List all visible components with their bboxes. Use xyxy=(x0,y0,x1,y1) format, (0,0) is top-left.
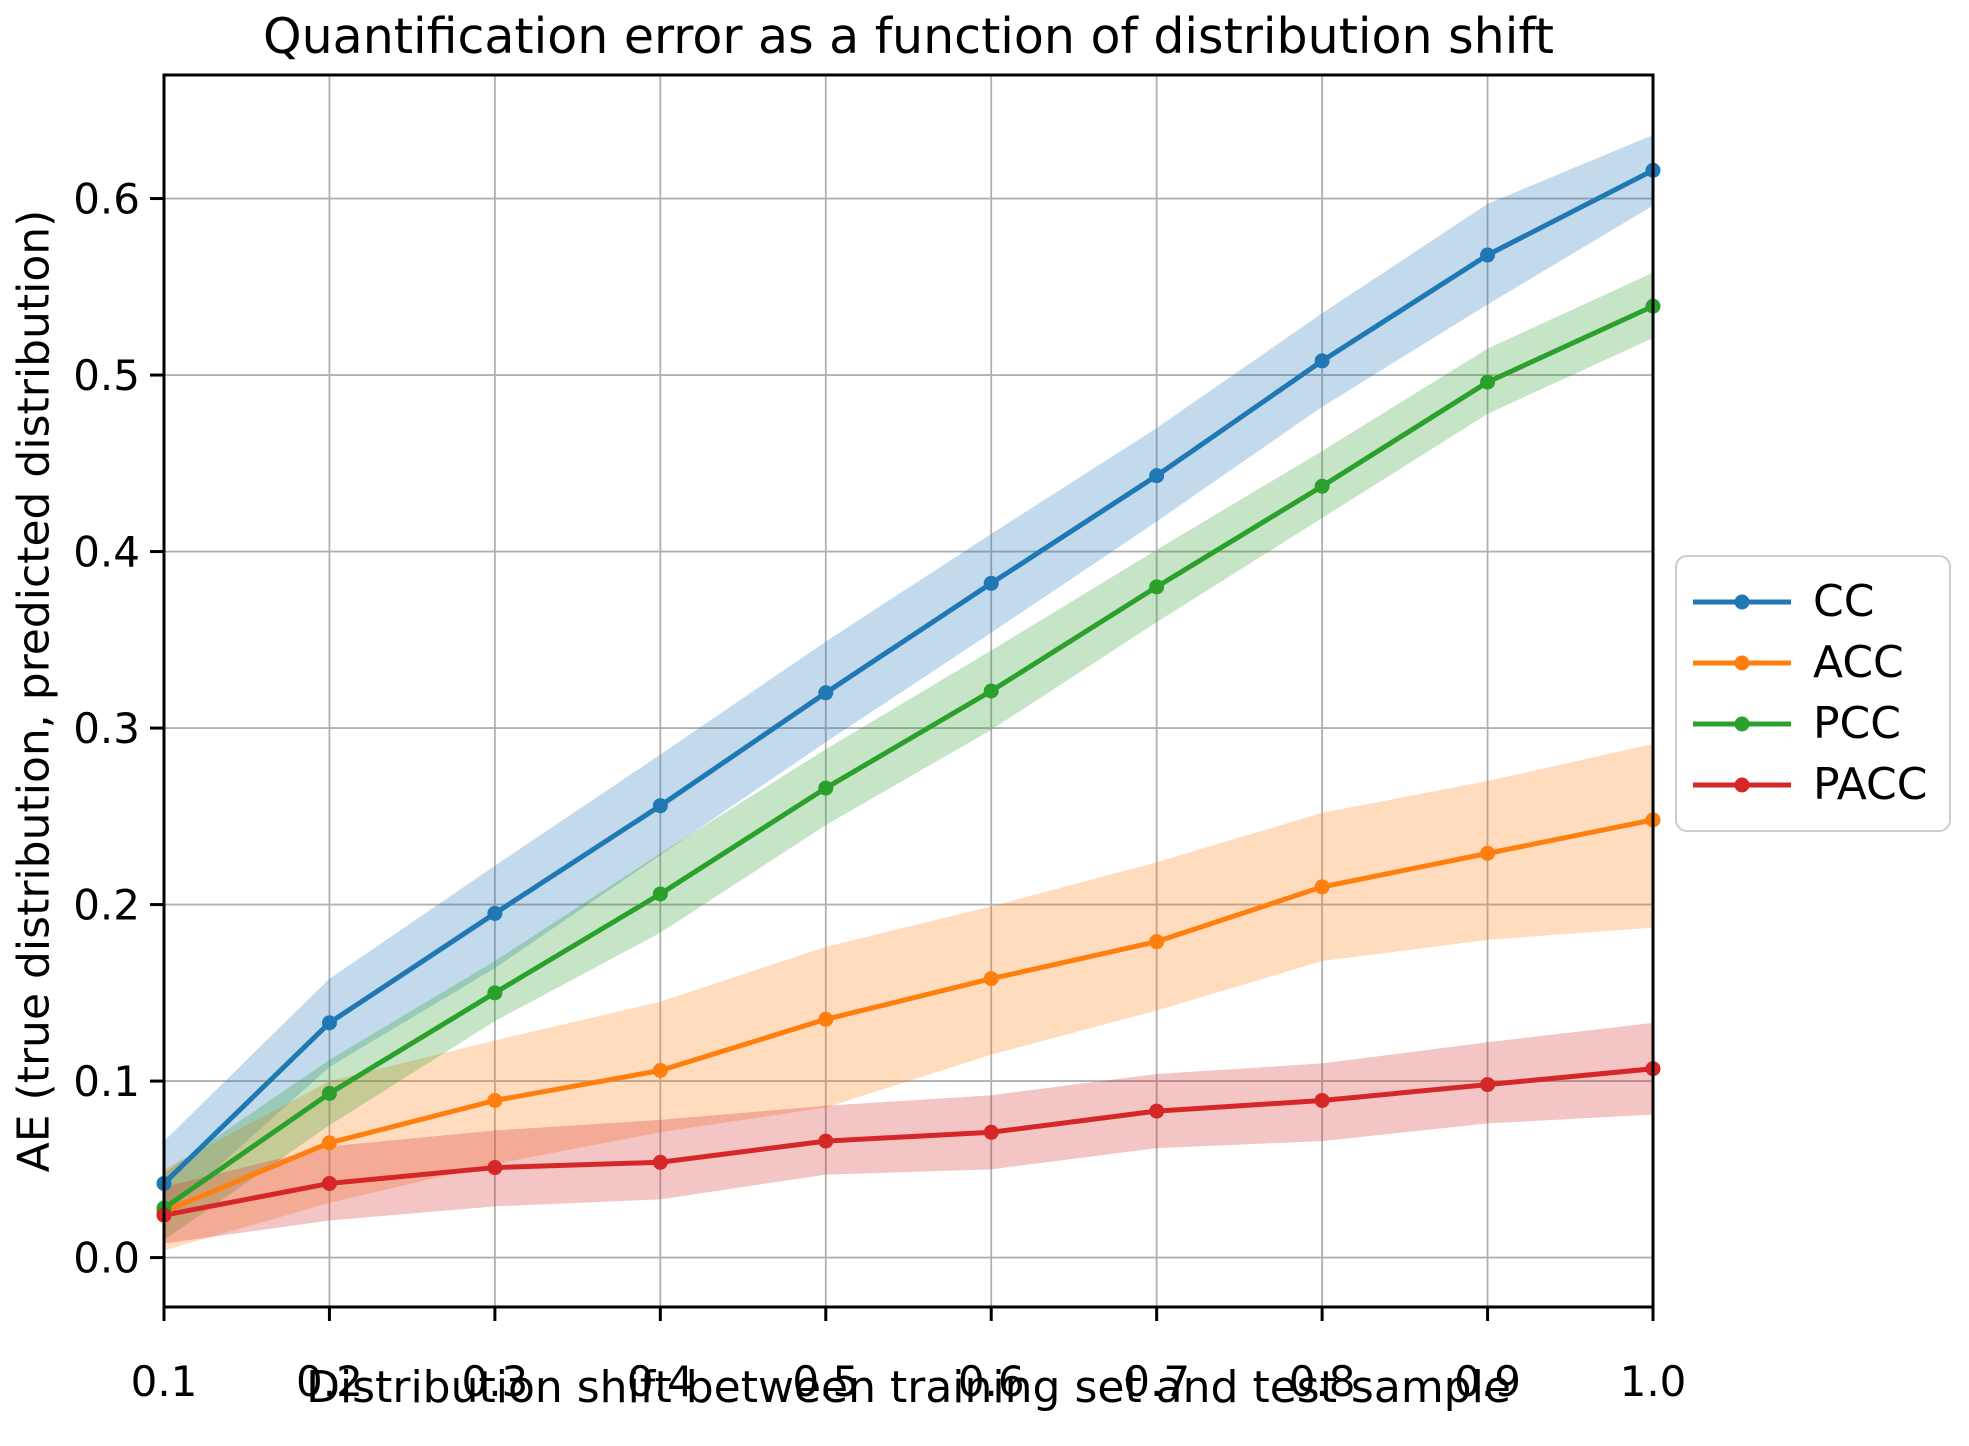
y-axis-label: AE (true distribution, predicted distrib… xyxy=(8,209,60,1173)
data-point-PCC xyxy=(1314,478,1330,494)
y-tick-label: 0.3 xyxy=(73,704,140,753)
confidence-band-CC xyxy=(164,135,1653,1216)
data-point-PACC xyxy=(321,1175,337,1191)
band-layer xyxy=(164,135,1653,1251)
x-tick-label: 0.8 xyxy=(1289,1357,1356,1406)
data-point-PCC xyxy=(321,1085,337,1101)
legend-line-sample-PCC xyxy=(1693,716,1791,732)
data-point-ACC xyxy=(1314,879,1330,895)
x-tick-label: 0.9 xyxy=(1454,1357,1521,1406)
y-tick-label: 0.0 xyxy=(73,1234,140,1283)
legend-line-sample-CC xyxy=(1693,594,1791,610)
x-tick-label: 0.6 xyxy=(958,1357,1025,1406)
x-tick-label: 0.2 xyxy=(296,1357,363,1406)
legend-item-PACC: PACC xyxy=(1691,763,1939,807)
line-PCC xyxy=(161,303,1656,1211)
data-point-ACC xyxy=(1480,845,1496,861)
legend-item-PCC: PCC xyxy=(1691,702,1939,746)
legend-marker xyxy=(1734,716,1750,732)
tick-label-layer: 0.1 0.2 0.3 0.4 0.5 0.6 0.7 0.8 0.9 1.0 0.0 0.1 0.2 0… xyxy=(73,175,1686,1407)
chart-title: Quantification error as a function of di… xyxy=(263,8,1554,65)
x-tick-label: 0.1 xyxy=(131,1357,198,1406)
y-tick-label: 0.6 xyxy=(73,175,140,224)
data-point-CC xyxy=(1480,247,1496,263)
data-point-PCC xyxy=(487,985,503,1001)
x-tick-label: 1.0 xyxy=(1620,1357,1687,1406)
data-point-ACC xyxy=(1149,934,1165,950)
confidence-band-PCC xyxy=(164,272,1653,1240)
legend-item-label: CC xyxy=(1813,575,1875,627)
data-point-PACC xyxy=(1149,1103,1165,1119)
line-PACC xyxy=(161,1066,1656,1218)
data-point-PACC xyxy=(1480,1077,1496,1093)
x-axis-label: Distribution shift between training set … xyxy=(306,1362,1511,1413)
legend-item-label: PCC xyxy=(1813,698,1901,750)
data-point-CC xyxy=(818,685,834,701)
data-point-PACC xyxy=(487,1160,503,1176)
marker-layer xyxy=(156,162,1661,1223)
data-point-PCC xyxy=(818,780,834,796)
data-point-PACC xyxy=(652,1154,668,1170)
legend-item-ACC: ACC xyxy=(1691,636,1939,688)
confidence-band-PACC xyxy=(164,1022,1653,1244)
data-point-CC xyxy=(321,1015,337,1031)
legend-marker xyxy=(1734,655,1750,671)
line-ACC xyxy=(161,817,1656,1215)
data-point-PACC xyxy=(818,1133,834,1149)
y-tick-label: 0.5 xyxy=(73,351,140,400)
y-tick-label: 0.4 xyxy=(73,528,140,577)
data-point-CC xyxy=(1314,353,1330,369)
legend-line-sample-ACC xyxy=(1693,655,1791,671)
legend-item-label: PACC xyxy=(1813,759,1928,811)
legend-line-sample-PACC xyxy=(1693,777,1791,793)
data-point-ACC xyxy=(818,1011,834,1027)
x-tick-label: 0.4 xyxy=(627,1357,694,1406)
legend-marker xyxy=(1734,594,1750,610)
y-tick-label: 0.1 xyxy=(73,1057,140,1106)
axes-layer xyxy=(150,73,1655,1321)
line-layer xyxy=(161,167,1656,1218)
data-point-CC xyxy=(487,905,503,921)
data-point-PACC xyxy=(983,1124,999,1140)
x-tick-label: 0.3 xyxy=(461,1357,528,1406)
data-point-CC xyxy=(652,798,668,814)
plot-border xyxy=(162,73,1655,1309)
data-point-CC xyxy=(983,575,999,591)
legend-item-CC: CC xyxy=(1691,575,1939,627)
data-point-ACC xyxy=(321,1135,337,1151)
data-point-ACC xyxy=(487,1092,503,1108)
data-point-PCC xyxy=(1480,374,1496,390)
data-point-CC xyxy=(1149,468,1165,484)
data-point-ACC xyxy=(983,971,999,987)
data-point-PCC xyxy=(1149,579,1165,595)
legend-marker xyxy=(1734,777,1750,793)
data-point-PCC xyxy=(983,683,999,699)
x-tick-label: 0.7 xyxy=(1123,1357,1190,1406)
legend-item-label: ACC xyxy=(1813,636,1904,688)
y-tick-label: 0.2 xyxy=(73,881,140,930)
x-tick-label: 0.5 xyxy=(792,1357,859,1406)
line-CC xyxy=(161,167,1656,1186)
data-point-PACC xyxy=(1314,1092,1330,1108)
data-point-PCC xyxy=(652,886,668,902)
legend: CC ACC PCC PACC xyxy=(1675,555,1951,832)
data-point-ACC xyxy=(652,1062,668,1078)
